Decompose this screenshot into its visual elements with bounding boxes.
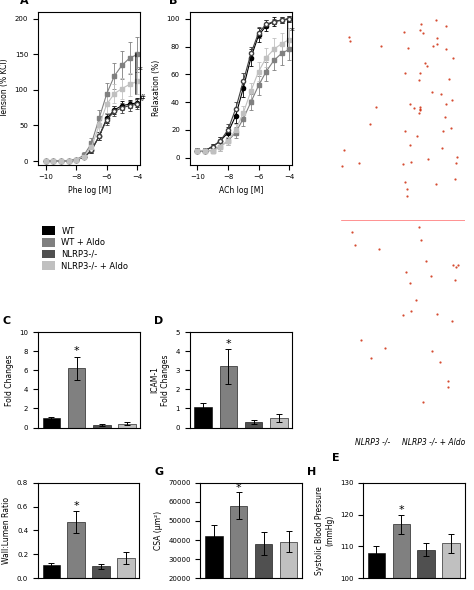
- Bar: [442, 543, 460, 590]
- Y-axis label: ICAM-1
Fold Changes: ICAM-1 Fold Changes: [151, 354, 170, 405]
- Bar: [270, 418, 288, 428]
- Bar: [418, 549, 435, 590]
- Text: *: *: [74, 346, 80, 356]
- Text: NLRP3 -/-: NLRP3 -/-: [355, 438, 390, 447]
- Y-axis label: CSA (μm²): CSA (μm²): [154, 511, 163, 550]
- Text: *: *: [399, 505, 404, 515]
- Text: *: *: [226, 339, 231, 349]
- Bar: [93, 425, 110, 428]
- Text: *: *: [290, 27, 295, 37]
- Text: C: C: [2, 316, 10, 326]
- Text: G: G: [155, 467, 164, 477]
- Bar: [67, 522, 85, 578]
- Text: D: D: [154, 316, 163, 326]
- Bar: [280, 542, 297, 590]
- Bar: [194, 407, 212, 428]
- Text: #: #: [138, 94, 145, 103]
- Bar: [230, 506, 247, 590]
- Bar: [68, 368, 85, 428]
- X-axis label: ACh log [M]: ACh log [M]: [219, 186, 263, 195]
- Text: WT + Aldo: WT + Aldo: [414, 0, 454, 1]
- Text: WT: WT: [366, 0, 378, 1]
- Bar: [219, 366, 237, 428]
- Bar: [43, 565, 60, 578]
- Bar: [367, 553, 385, 590]
- Bar: [255, 544, 273, 590]
- Y-axis label: Tension (% KCl): Tension (% KCl): [0, 59, 9, 117]
- Text: *: *: [73, 501, 79, 511]
- Text: E: E: [332, 453, 339, 463]
- Bar: [245, 422, 263, 428]
- Bar: [43, 418, 60, 428]
- Text: *: *: [138, 66, 143, 76]
- Text: A: A: [19, 0, 28, 6]
- Legend: WT, WT + Aldo, NLRP3-/-, NLRP3-/- + Aldo: WT, WT + Aldo, NLRP3-/-, NLRP3-/- + Aldo: [42, 227, 128, 270]
- Y-axis label: Systolic Blood Pressure
(mmHg): Systolic Blood Pressure (mmHg): [315, 486, 334, 575]
- Bar: [92, 566, 110, 578]
- X-axis label: Phe log [M]: Phe log [M]: [68, 186, 111, 195]
- Text: *: *: [236, 483, 242, 493]
- Text: NLRP3 -/- + Aldo: NLRP3 -/- + Aldo: [402, 438, 465, 447]
- Text: B: B: [169, 0, 178, 6]
- Text: H: H: [307, 467, 316, 477]
- Bar: [392, 524, 410, 590]
- Y-axis label: Wall:Lumen Ratio: Wall:Lumen Ratio: [2, 497, 11, 564]
- Y-axis label: Relaxation (%): Relaxation (%): [152, 60, 161, 116]
- Y-axis label: VCAM-1
Fold Changes: VCAM-1 Fold Changes: [0, 354, 14, 405]
- Bar: [205, 536, 222, 590]
- Bar: [118, 424, 136, 428]
- Bar: [118, 558, 135, 578]
